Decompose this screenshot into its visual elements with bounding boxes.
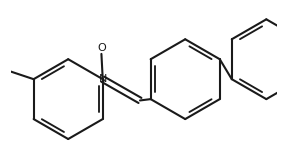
Text: N: N — [99, 74, 108, 84]
Text: O: O — [97, 43, 106, 53]
